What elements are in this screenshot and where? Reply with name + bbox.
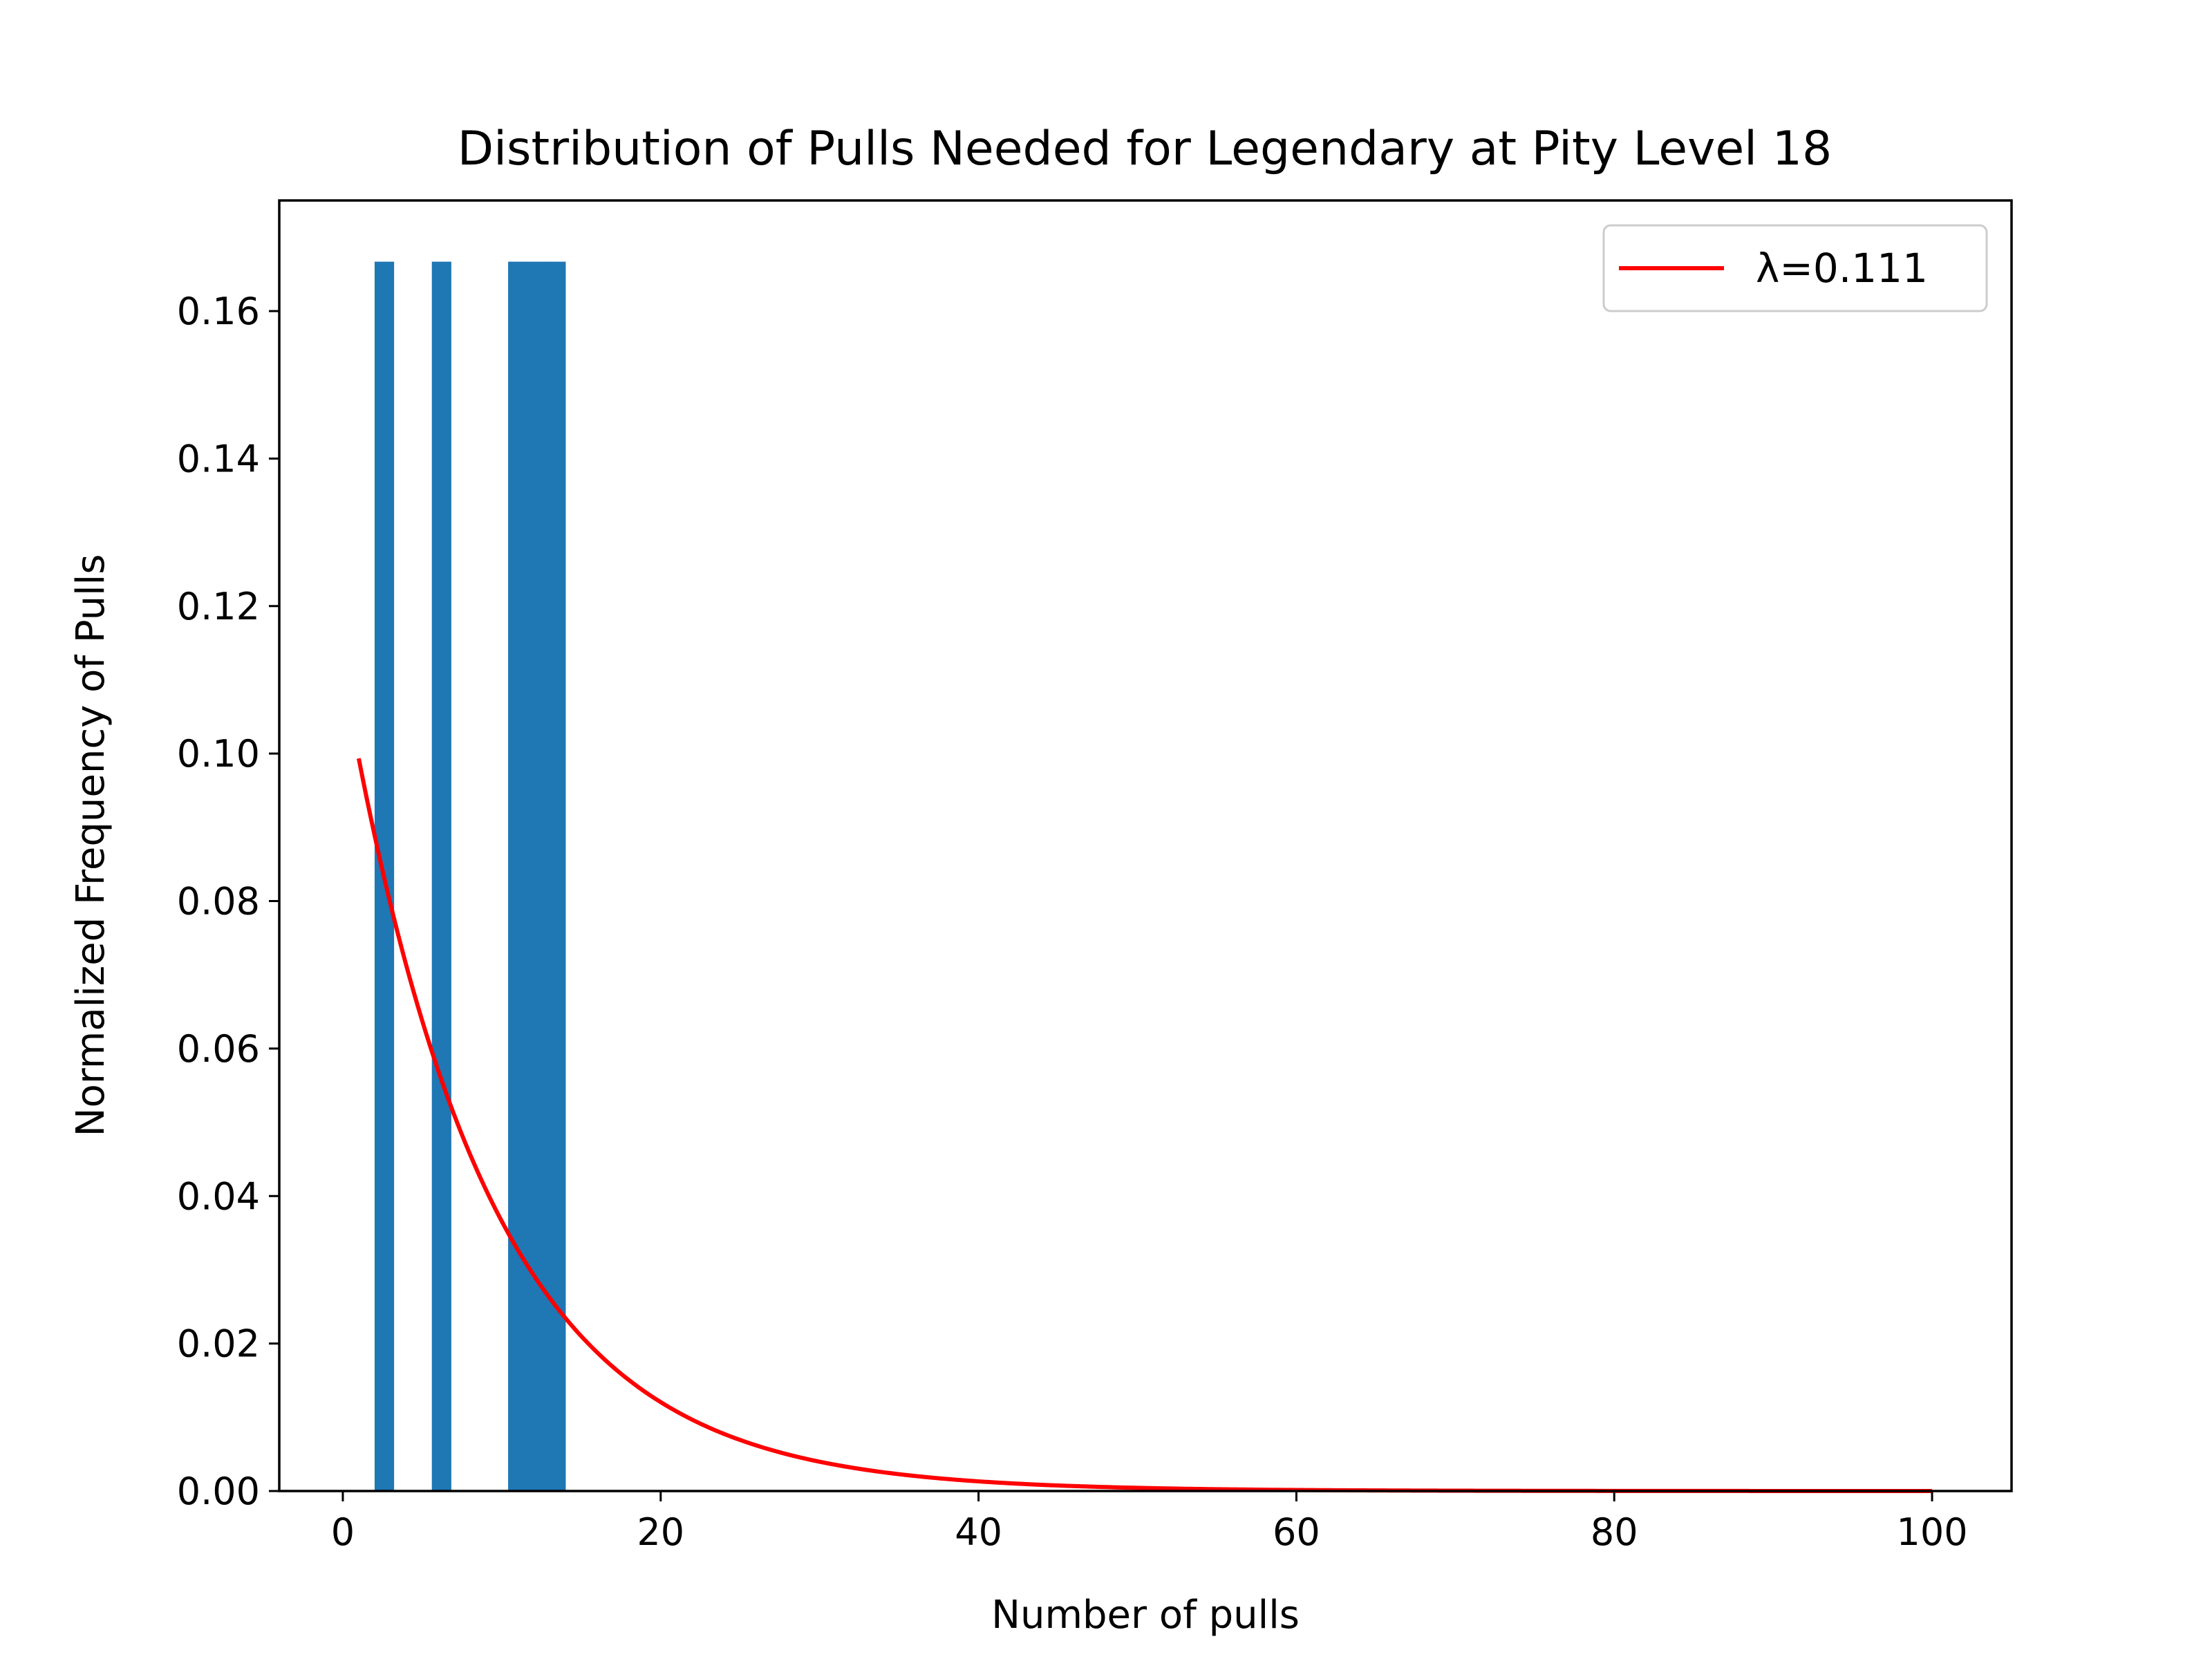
y-tick-label: 0.06 — [177, 1027, 260, 1071]
legend-entry-label: λ=0.111 — [1756, 245, 1928, 292]
x-tick-label: 0 — [331, 1510, 355, 1554]
y-tick-label: 0.12 — [177, 585, 260, 628]
y-axis-label: Normalized Frequency of Pulls — [68, 554, 113, 1137]
x-axis-label: Number of pulls — [991, 1593, 1300, 1638]
y-tick-label: 0.02 — [177, 1322, 260, 1366]
chart-title: Distribution of Pulls Needed for Legenda… — [458, 122, 1832, 176]
plot-area-frame — [278, 199, 2013, 1492]
x-tick-label: 100 — [1897, 1510, 1968, 1554]
y-tick-label: 0.04 — [177, 1174, 260, 1218]
y-tick-label: 0.14 — [177, 437, 260, 480]
histogram-bar — [527, 261, 547, 1491]
y-tick-label: 0.10 — [177, 732, 260, 776]
x-tick-label: 40 — [955, 1510, 1002, 1554]
histogram-bar — [508, 261, 528, 1491]
y-tick-label: 0.16 — [177, 290, 260, 333]
legend: λ=0.111 — [1602, 224, 1988, 312]
y-tick-label: 0.08 — [177, 880, 260, 924]
y-tick-label: 0.00 — [177, 1470, 260, 1513]
legend-box — [1602, 224, 1988, 312]
histogram-bars — [374, 261, 566, 1491]
x-tick-label: 20 — [637, 1510, 684, 1554]
y-axis-ticks: 0.00 0.02 0.04 0.06 0.08 0.10 0.12 0.14 0.16 — [177, 290, 279, 1513]
x-tick-label: 80 — [1591, 1510, 1638, 1554]
histogram-bar — [546, 261, 566, 1491]
x-axis-ticks: 0 20 40 60 80 100 — [331, 1491, 1968, 1554]
histogram-bar — [431, 261, 451, 1491]
x-tick-label: 60 — [1273, 1510, 1320, 1554]
